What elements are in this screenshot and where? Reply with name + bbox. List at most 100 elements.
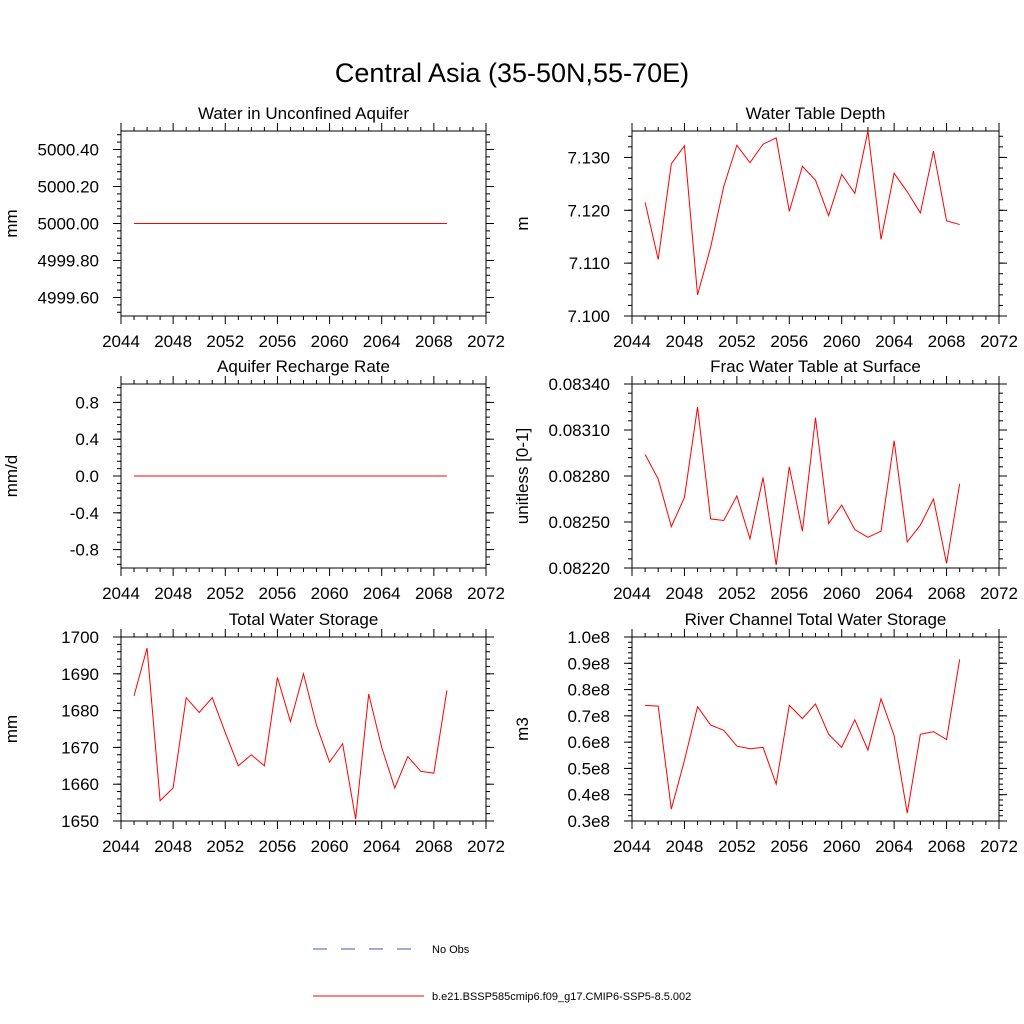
panel-3: Aquifer Recharge Rate mm/d 2044 2048 2052 205… xyxy=(2,357,505,603)
x-tick-label: 2044 xyxy=(613,584,651,603)
y-tick-label: 1650 xyxy=(61,812,99,831)
y-tick-label: 0.7e8 xyxy=(567,707,610,726)
panel-6: River Channel Total Water Storage m3 2044 2… xyxy=(513,610,1018,856)
x-tick-label: 2068 xyxy=(928,837,966,856)
x-tick-label: 2072 xyxy=(467,584,505,603)
x-tick-label: 2052 xyxy=(206,332,244,351)
legend-obs-label: No Obs xyxy=(432,944,470,956)
x-tick-label: 2068 xyxy=(928,332,966,351)
y-tick-label: 7.100 xyxy=(567,307,610,326)
y-axis-label: mm xyxy=(2,209,21,237)
x-tick-label: 2072 xyxy=(980,837,1018,856)
y-tick-label: 5000.20 xyxy=(38,178,99,197)
panel-title: Aquifer Recharge Rate xyxy=(217,357,390,376)
y-tick-label: 0.0 xyxy=(75,467,99,486)
x-tick-label: 2068 xyxy=(415,332,453,351)
x-tick-label: 2052 xyxy=(718,837,756,856)
x-tick-label: 2068 xyxy=(928,584,966,603)
y-axis-label: unitless [0-1] xyxy=(513,428,532,524)
x-tick-label: 2072 xyxy=(467,332,505,351)
x-tick-label: 2072 xyxy=(467,837,505,856)
x-tick-label: 2064 xyxy=(875,584,913,603)
panel-title: Total Water Storage xyxy=(229,610,379,629)
panel-2: Water Table Depth m 2044 2048 2052 2056 2060 20… xyxy=(513,104,1018,351)
x-tick-label: 2056 xyxy=(770,332,808,351)
y-tick-label: 5000.40 xyxy=(38,141,99,160)
series-line xyxy=(644,406,961,566)
y-axis-label: m xyxy=(513,216,532,230)
plot-frame xyxy=(631,130,1000,317)
y-tick-label: 0.08220 xyxy=(549,559,610,578)
plot-frame xyxy=(120,636,487,822)
panel-title: Frac Water Table at Surface xyxy=(710,357,921,376)
x-tick-label: 2060 xyxy=(823,584,861,603)
x-tick-label: 2060 xyxy=(311,332,349,351)
y-tick-label: -0.4 xyxy=(70,504,99,523)
x-tick-label: 2056 xyxy=(770,837,808,856)
panel-4: Frac Water Table at Surface unitless [0-1… xyxy=(513,357,1018,603)
legend: No Obs b.e21.BSSP585cmip6.f09_g17.CMIP6-… xyxy=(313,944,691,1003)
x-tick-label: 2064 xyxy=(875,837,913,856)
x-tick-label: 2044 xyxy=(613,837,651,856)
x-tick-label: 2052 xyxy=(718,584,756,603)
x-tick-label: 2064 xyxy=(363,837,401,856)
y-tick-label: 0.08310 xyxy=(549,421,610,440)
y-tick-label: 0.8 xyxy=(75,393,99,412)
y-tick-label: 0.4e8 xyxy=(567,786,610,805)
x-tick-label: 2052 xyxy=(206,837,244,856)
series-line xyxy=(133,647,448,820)
y-tick-label: 1700 xyxy=(61,628,99,647)
panel-title: River Channel Total Water Storage xyxy=(685,610,947,629)
y-tick-label: 4999.80 xyxy=(38,252,99,271)
y-tick-label: 0.4 xyxy=(75,430,99,449)
y-tick-label: 1660 xyxy=(61,775,99,794)
y-tick-label: 0.5e8 xyxy=(567,759,610,778)
y-tick-label: 1670 xyxy=(61,738,99,757)
x-tick-label: 2048 xyxy=(666,332,704,351)
panel-1: Water in Unconfined Aquifer mm 2044 2048 205… xyxy=(2,104,505,351)
y-tick-label: -0.8 xyxy=(70,541,99,560)
x-tick-label: 2072 xyxy=(980,584,1018,603)
y-tick-label: 1.0e8 xyxy=(567,628,610,647)
panel-title: Water Table Depth xyxy=(746,104,886,123)
panels: Water in Unconfined Aquifer mm 2044 2048 205… xyxy=(2,104,1018,856)
figure-title: Central Asia (35-50N,55-70E) xyxy=(335,58,689,88)
y-tick-label: 4999.60 xyxy=(38,289,99,308)
x-tick-label: 2056 xyxy=(259,332,297,351)
y-tick-label: 0.08340 xyxy=(549,375,610,394)
y-axis-label: m3 xyxy=(513,717,532,741)
y-tick-label: 0.3e8 xyxy=(567,812,610,831)
panel-5: Total Water Storage mm 2044 2048 2052 2056 206… xyxy=(2,610,505,856)
panel-title: Water in Unconfined Aquifer xyxy=(198,104,409,123)
x-tick-label: 2048 xyxy=(666,837,704,856)
x-tick-label: 2048 xyxy=(666,584,704,603)
x-tick-label: 2048 xyxy=(154,332,192,351)
x-tick-label: 2048 xyxy=(154,584,192,603)
y-axis-label: mm/d xyxy=(2,455,21,498)
x-tick-label: 2064 xyxy=(875,332,913,351)
series-line xyxy=(644,130,960,295)
x-tick-label: 2064 xyxy=(363,584,401,603)
y-axis-label: mm xyxy=(2,715,21,743)
y-tick-label: 7.130 xyxy=(567,148,610,167)
y-tick-label: 0.8e8 xyxy=(567,681,610,700)
x-tick-label: 2060 xyxy=(311,837,349,856)
x-tick-label: 2068 xyxy=(415,584,453,603)
y-tick-label: 7.120 xyxy=(567,201,610,220)
x-tick-label: 2072 xyxy=(980,332,1018,351)
plot-frame xyxy=(631,636,1000,822)
x-tick-label: 2056 xyxy=(259,837,297,856)
y-tick-label: 0.08250 xyxy=(549,513,610,532)
y-tick-label: 1690 xyxy=(61,665,99,684)
x-tick-label: 2044 xyxy=(102,332,140,351)
x-tick-label: 2060 xyxy=(823,332,861,351)
x-tick-label: 2060 xyxy=(311,584,349,603)
x-tick-label: 2052 xyxy=(206,584,244,603)
series-line xyxy=(645,659,961,814)
y-tick-label: 5000.00 xyxy=(38,215,99,234)
x-tick-label: 2060 xyxy=(823,837,861,856)
x-tick-label: 2048 xyxy=(154,837,192,856)
legend-model-label: b.e21.BSSP585cmip6.f09_g17.CMIP6-SSP5-8.… xyxy=(432,991,691,1003)
y-tick-label: 1680 xyxy=(61,702,99,721)
y-tick-label: 0.6e8 xyxy=(567,733,610,752)
